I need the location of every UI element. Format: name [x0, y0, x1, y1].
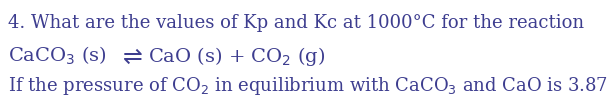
- Text: 4. What are the values of Kp and Kc at 1000°C for the reaction: 4. What are the values of Kp and Kc at 1…: [8, 14, 584, 32]
- Text: CaO (s) + CO$_2$ (g): CaO (s) + CO$_2$ (g): [148, 45, 326, 68]
- Text: If the pressure of CO$_2$ in equilibrium with CaCO$_3$ and CaO is 3.87 atm?: If the pressure of CO$_2$ in equilibrium…: [8, 75, 612, 97]
- Text: CaCO$_3$ (s): CaCO$_3$ (s): [8, 45, 106, 67]
- Text: $\rightleftharpoons$: $\rightleftharpoons$: [118, 45, 143, 69]
